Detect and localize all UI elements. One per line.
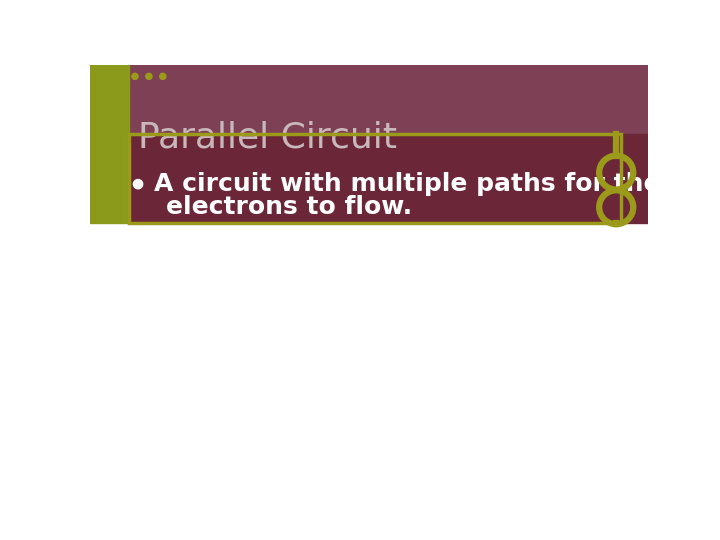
Bar [90,65,129,222]
Text: Parallel Circuit: Parallel Circuit [138,121,397,155]
Circle shape [160,73,166,79]
Bar [129,134,648,222]
Circle shape [132,73,138,79]
Text: electrons to flow.: electrons to flow. [166,195,412,219]
Circle shape [145,73,152,79]
Bar [129,134,621,222]
Circle shape [133,179,143,189]
Bar [90,65,648,180]
Text: A circuit with multiple paths for the: A circuit with multiple paths for the [153,172,660,196]
